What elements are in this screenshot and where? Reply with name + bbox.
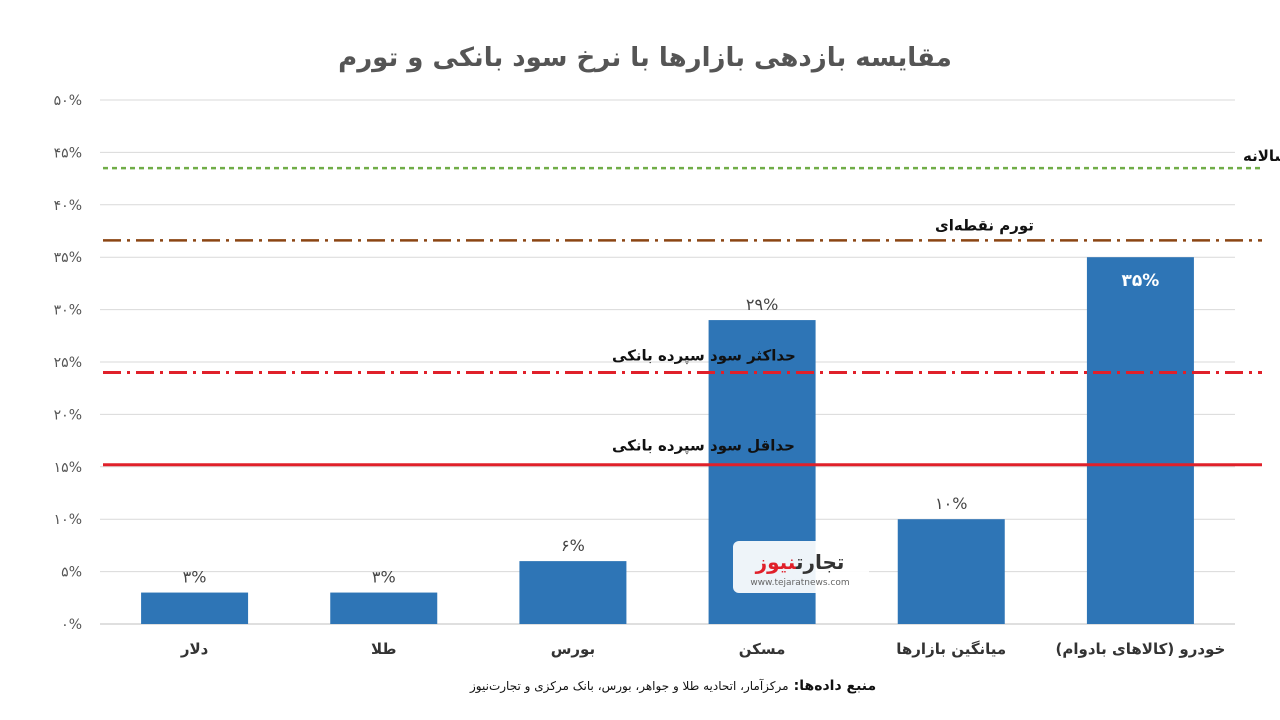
reference-line-label: تورم نقطه‌ای xyxy=(935,216,1034,234)
x-tick-label: طلا xyxy=(371,640,397,658)
watermark-logo: تجارتنیوز www.tejaratnews.com xyxy=(733,541,869,593)
source-text: مرکزآمار، اتحادیه طلا و جواهر، بورس، بان… xyxy=(469,678,789,694)
data-label: ۳% xyxy=(183,568,207,587)
y-tick-label: ۴۵% xyxy=(54,145,82,161)
y-tick-label: ۴۰% xyxy=(54,198,82,214)
x-tick-label: میانگین بازارها xyxy=(896,640,1006,658)
data-label: ۳% xyxy=(372,568,396,587)
x-tick-label: خودرو (کالاهای بادوام) xyxy=(1056,640,1226,658)
x-tick-label: بورس xyxy=(551,640,595,658)
chart-title: مقایسه بازدهی بازارها با نرخ سود بانکی و… xyxy=(338,43,952,73)
bar xyxy=(330,592,438,624)
y-tick-label: ۵۰% xyxy=(54,93,82,109)
y-tick-label: ۳۰% xyxy=(54,303,82,319)
y-tick-label: ۵% xyxy=(61,565,82,581)
x-tick-label: مسکن xyxy=(739,640,786,658)
reference-line-label: حداقل سود سپرده بانکی xyxy=(612,437,795,456)
source-note: منبع داده‌ها: مرکزآمار، اتحادیه طلا و جو… xyxy=(469,675,876,694)
svg-text:تجارتنیوز: تجارتنیوز xyxy=(755,550,845,574)
data-labels: ۳% ۳% ۶% ۲۹% ۱۰% ۳۵% xyxy=(183,271,1160,586)
y-tick-label: ۱۵% xyxy=(54,460,82,476)
x-axis: دلار طلا بورس مسکن میانگین بازارها خودرو (کال… xyxy=(180,640,1225,658)
source-label: منبع داده‌ها: xyxy=(794,678,877,694)
logo-url: www.tejaratnews.com xyxy=(750,578,849,588)
data-label: ۳۵% xyxy=(1122,271,1160,291)
logo-name-part1: تجارت xyxy=(795,550,844,574)
bar xyxy=(897,519,1005,624)
y-axis: ۰% ۵% ۱۰% ۱۵% ۲۰% ۲۵% ۳۰% ۳۵% ۴۰% ۴۵% ۵۰% xyxy=(54,93,82,633)
data-label: ۲۹% xyxy=(746,295,778,314)
logo-name-part2: نیوز xyxy=(755,550,797,574)
y-tick-label: ۰% xyxy=(61,617,82,633)
bar xyxy=(1086,257,1194,624)
bar xyxy=(519,561,627,624)
reference-line-label: میانگین تورم سالانه xyxy=(1243,147,1280,165)
grid xyxy=(100,99,1235,625)
y-tick-label: ۳۵% xyxy=(54,250,82,266)
y-tick-label: ۲۵% xyxy=(54,355,82,371)
y-tick-label: ۲۰% xyxy=(54,407,82,423)
data-label: ۱۰% xyxy=(935,494,967,513)
data-label: ۶% xyxy=(561,536,585,555)
y-tick-label: ۱۰% xyxy=(54,512,82,528)
reference-line-label: حداکثر سود سپرده بانکی xyxy=(612,346,796,365)
reference-lines: میانگین تورم سالانه تورم نقطه‌ای حداکثر سو… xyxy=(103,147,1280,467)
x-tick-label: دلار xyxy=(180,640,209,658)
bar xyxy=(141,592,249,624)
